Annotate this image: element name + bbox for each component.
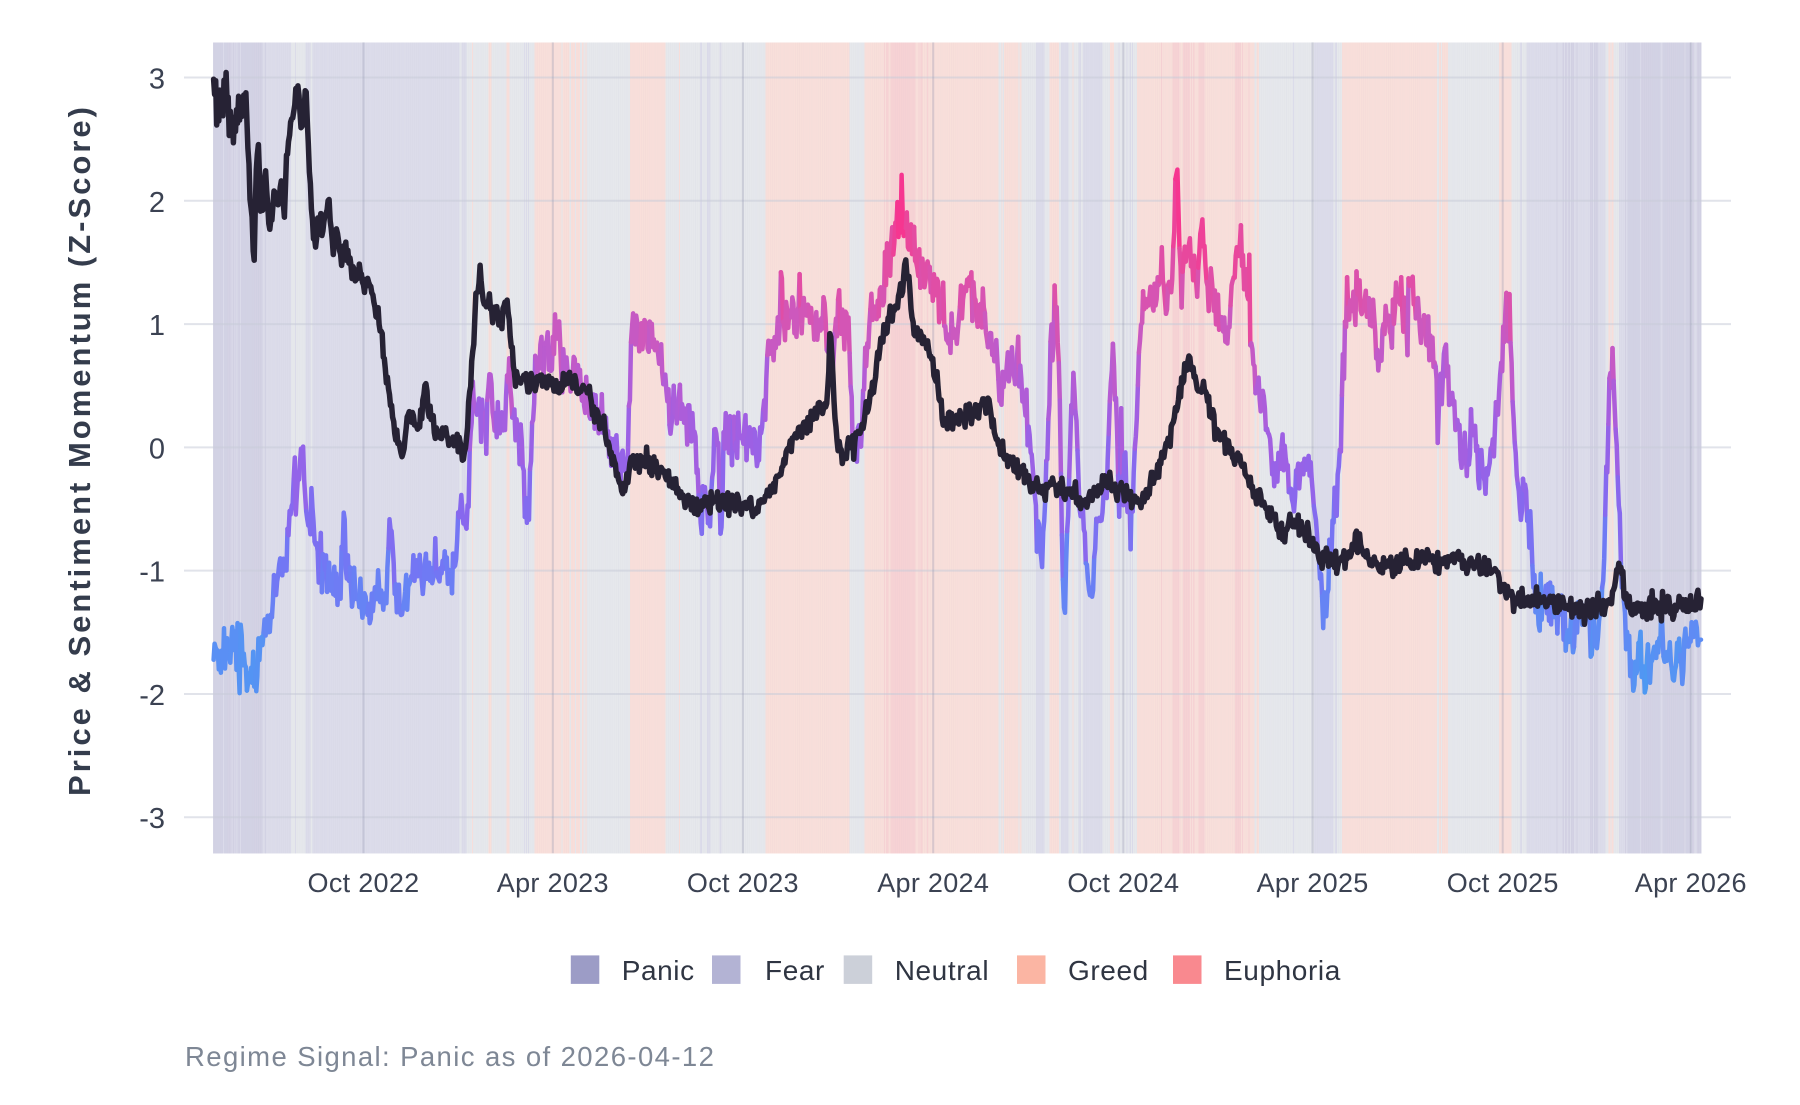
svg-text:Apr 2023: Apr 2023 [497, 868, 609, 898]
svg-text:Neutral: Neutral [895, 955, 989, 986]
svg-text:Oct 2025: Oct 2025 [1447, 868, 1559, 898]
svg-text:0: 0 [149, 433, 165, 465]
svg-text:2: 2 [149, 187, 165, 219]
svg-text:Apr 2026: Apr 2026 [1635, 868, 1747, 898]
svg-text:Price & Sentiment Momentum (Z-: Price & Sentiment Momentum (Z-Score) [62, 104, 97, 796]
svg-text:Apr 2024: Apr 2024 [877, 868, 989, 898]
svg-text:1: 1 [149, 310, 165, 342]
svg-text:Oct 2024: Oct 2024 [1067, 868, 1179, 898]
svg-text:-2: -2 [139, 680, 165, 712]
svg-text:Fear: Fear [765, 955, 825, 986]
svg-text:Panic: Panic [622, 955, 695, 986]
svg-text:Euphoria: Euphoria [1224, 955, 1341, 986]
svg-text:Apr 2025: Apr 2025 [1257, 868, 1369, 898]
svg-text:3: 3 [149, 64, 165, 96]
svg-text:Greed: Greed [1068, 955, 1149, 986]
svg-text:Regime Signal: Panic as of 202: Regime Signal: Panic as of 2026-04-12 [185, 1041, 715, 1072]
svg-text:-3: -3 [139, 803, 165, 835]
svg-text:-1: -1 [139, 557, 165, 589]
svg-text:Oct 2022: Oct 2022 [308, 868, 420, 898]
svg-text:Oct 2023: Oct 2023 [687, 868, 799, 898]
